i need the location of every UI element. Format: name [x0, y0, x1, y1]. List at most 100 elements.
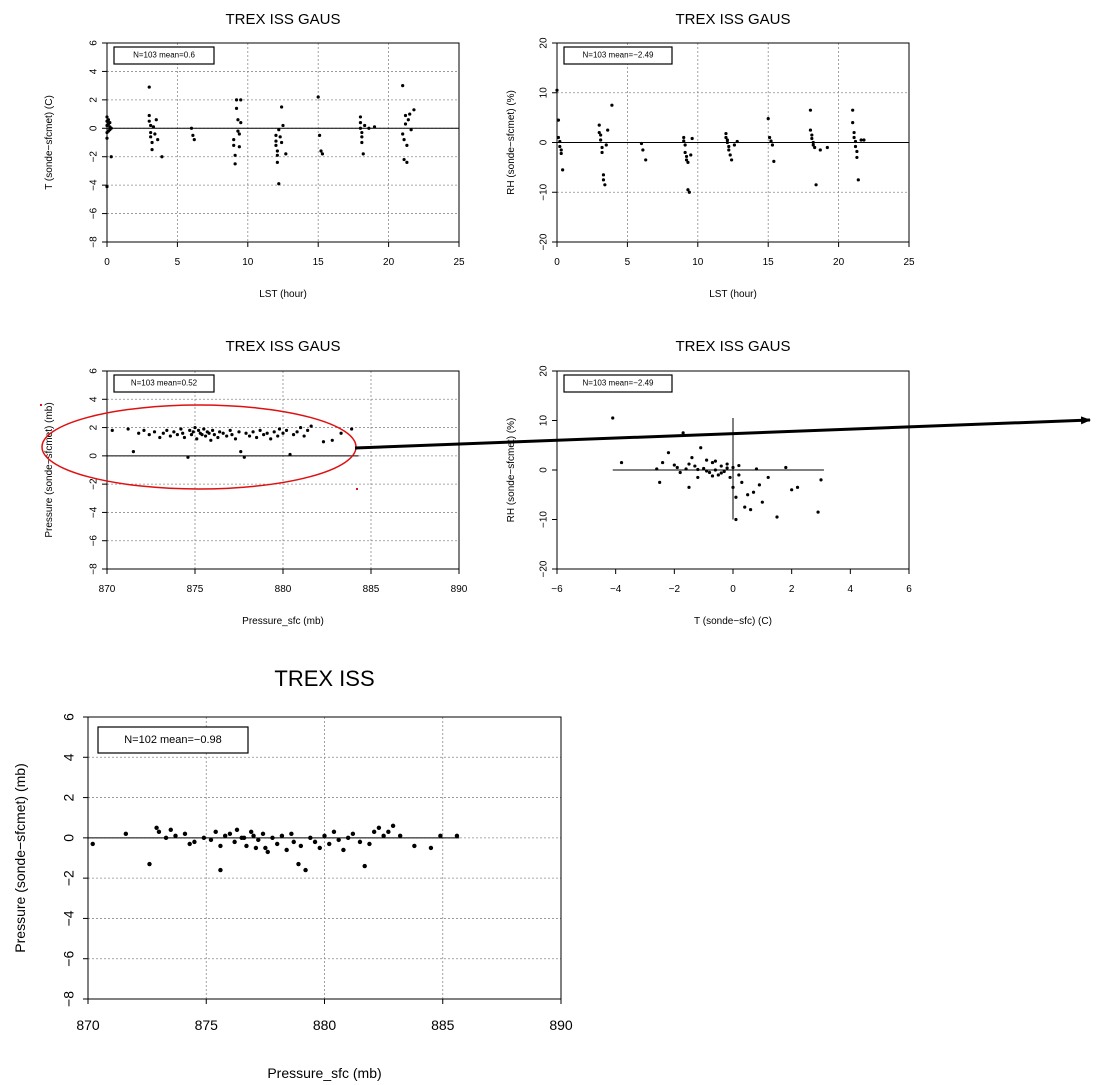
data-point: [757, 483, 762, 487]
data-point: [862, 138, 866, 142]
data-point: [358, 121, 363, 125]
data-point: [320, 152, 325, 156]
data-point: [225, 434, 229, 438]
data-point: [227, 831, 233, 837]
data-point: [737, 473, 741, 477]
data-point: [725, 462, 729, 466]
chart-title: TREX ISS GAUS: [675, 11, 790, 28]
data-point: [811, 140, 815, 145]
data-point: [737, 463, 741, 468]
x-tick-label: 880: [313, 1017, 337, 1033]
x-tick-label: 870: [76, 1017, 100, 1033]
data-point: [306, 428, 310, 432]
data-point: [278, 135, 282, 139]
red-tick-mark: [356, 488, 358, 490]
data-point: [126, 427, 130, 431]
data-point: [705, 458, 709, 462]
data-point: [405, 160, 409, 164]
data-point: [675, 465, 679, 470]
data-point: [661, 460, 665, 465]
data-point: [105, 115, 109, 119]
data-point: [367, 841, 372, 847]
data-point: [105, 184, 109, 189]
data-point: [260, 831, 266, 837]
data-point: [237, 132, 241, 136]
data-point: [212, 433, 216, 437]
stats-annotation: N=103 mean=−2.49: [583, 379, 654, 388]
data-point: [699, 446, 703, 450]
data-point: [813, 145, 817, 150]
data-point: [770, 143, 775, 147]
data-point: [281, 431, 285, 435]
data-point: [251, 833, 256, 839]
data-point: [195, 437, 199, 441]
data-point: [276, 434, 280, 438]
y-tick-label: 0: [539, 467, 550, 473]
data-point: [345, 835, 351, 841]
data-point: [734, 517, 738, 522]
data-point: [319, 149, 323, 153]
data-point: [746, 493, 750, 497]
data-point: [203, 434, 208, 438]
y-axis-label: Pressure (sonde−sfcmet) (mb): [12, 763, 28, 952]
data-point: [279, 140, 284, 145]
data-point: [242, 455, 246, 459]
y-tick-label: −10: [539, 183, 550, 200]
data-point: [740, 480, 744, 484]
data-point: [232, 138, 236, 142]
data-point: [279, 105, 284, 109]
data-point: [601, 178, 606, 182]
x-axis-label: LST (hour): [259, 289, 307, 300]
data-point: [165, 428, 169, 432]
data-point: [360, 130, 364, 135]
data-point: [322, 833, 327, 839]
data-point: [218, 430, 222, 434]
data-point: [722, 469, 726, 474]
x-tick-label: −6: [551, 584, 563, 595]
data-point: [312, 839, 318, 845]
x-axis-label: Pressure_sfc (mb): [242, 616, 324, 627]
data-point: [156, 829, 162, 835]
data-point: [855, 155, 859, 160]
data-point: [228, 428, 232, 432]
data-point: [284, 847, 289, 853]
data-point: [234, 98, 239, 102]
data-point: [597, 123, 601, 127]
data-point: [599, 138, 603, 142]
y-tick-label: −4: [89, 179, 100, 191]
data-point: [284, 152, 288, 156]
data-point: [269, 437, 273, 441]
data-point: [401, 132, 405, 136]
data-point: [90, 841, 95, 847]
x-tick-label: 890: [549, 1017, 573, 1033]
data-point: [597, 130, 601, 135]
data-point: [606, 128, 610, 132]
data-point: [277, 182, 281, 186]
data-point: [810, 133, 814, 137]
data-point: [561, 168, 565, 172]
data-point: [191, 133, 195, 137]
data-point: [710, 474, 715, 478]
data-point: [339, 431, 343, 435]
data-point: [209, 438, 213, 442]
data-point: [255, 435, 259, 440]
data-point: [213, 829, 218, 835]
data-point: [684, 158, 689, 162]
data-point: [308, 835, 313, 841]
data-point: [237, 430, 241, 434]
data-point: [438, 833, 443, 839]
data-point: [360, 140, 364, 145]
data-point: [277, 427, 282, 431]
data-point: [156, 138, 160, 142]
data-point: [201, 835, 207, 841]
data-point: [237, 145, 241, 149]
data-point: [168, 827, 173, 832]
data-point: [683, 143, 687, 147]
data-point: [299, 425, 303, 430]
data-point: [682, 135, 686, 140]
data-point: [239, 121, 243, 125]
data-point: [362, 863, 367, 869]
data-point: [401, 84, 405, 88]
